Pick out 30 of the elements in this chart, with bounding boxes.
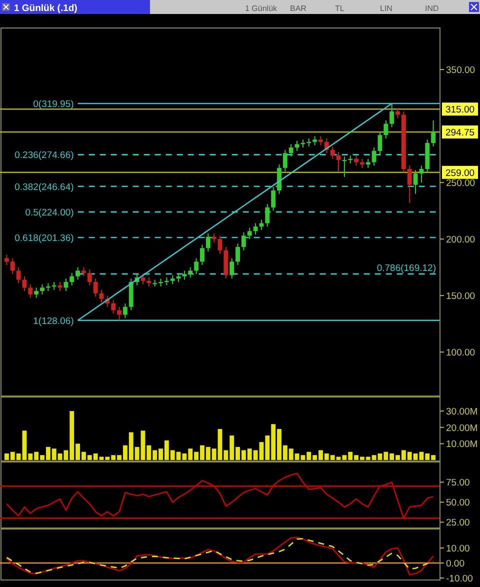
text: TL — [335, 4, 345, 13]
ref-line-label: 294.75 — [445, 127, 475, 138]
ref-line-label: 0(319.95) — [33, 99, 74, 110]
y-tick-label: 100.00 — [446, 348, 476, 359]
ref-line-label: 259.00 — [445, 168, 475, 179]
text: BAR — [290, 4, 307, 13]
y-tick-label: 20.00M — [446, 422, 478, 434]
chart-title: 1 Günlük (.1d) — [14, 3, 78, 14]
ref-line-label: 0.382(246.64) — [14, 182, 74, 193]
y-tick-label: 200.00 — [446, 234, 476, 246]
y-tick-label: 75.00 — [446, 478, 470, 489]
y-tick-label: -10.00 — [446, 574, 473, 584]
y-tick-label: 10.00 — [446, 544, 470, 554]
ref-line-label: 1(128.06) — [33, 316, 74, 327]
ref-line-label: 315.00 — [445, 104, 475, 116]
text: LIN — [380, 4, 393, 13]
text: 1 Günlük — [245, 4, 278, 13]
y-tick-label: 50.00 — [446, 498, 470, 509]
y-tick-label: 10.00M — [446, 439, 478, 450]
y-tick-label: 350.00 — [446, 65, 476, 76]
text: IND — [425, 4, 439, 13]
y-tick-label: 150.00 — [446, 291, 476, 302]
y-tick-label: 0.00 — [446, 558, 464, 570]
ref-line-label: 0.786(169.12) — [376, 262, 436, 274]
ref-line-label: 0.618(201.36) — [14, 233, 74, 244]
y-tick-label: 250.00 — [446, 178, 476, 190]
y-tick-label: 25.00 — [446, 518, 470, 529]
ref-line-label: 0.236(274.66) — [14, 150, 74, 162]
ref-line-label: 0.5(224.00) — [25, 207, 74, 218]
y-tick-label: 30.00M — [446, 406, 478, 418]
